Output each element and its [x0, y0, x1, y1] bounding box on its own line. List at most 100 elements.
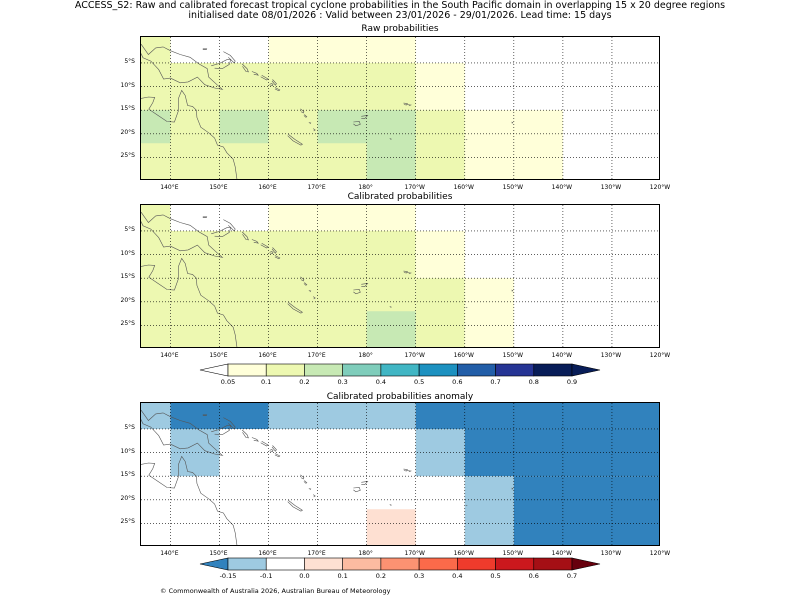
coastline — [251, 71, 259, 76]
coastline — [211, 424, 232, 435]
colorbar-tick-label: 0.5 — [490, 572, 501, 580]
coastline — [403, 102, 408, 106]
longitude-tick-label: 160°E — [258, 550, 277, 557]
colorbar-tick-label: 0.9 — [566, 378, 578, 386]
coastline — [211, 226, 232, 237]
anomaly-probability-cell — [170, 428, 220, 477]
coastline — [251, 437, 259, 442]
coastline — [202, 414, 208, 416]
coastline — [141, 43, 224, 90]
raw-probability-cell — [219, 110, 269, 144]
latitude-tick-label: 25°S — [120, 518, 135, 526]
latitude-tick-label: 5°S — [124, 225, 135, 233]
longitude-tick-label: 130°W — [600, 352, 622, 359]
coastline — [287, 302, 303, 314]
colorbar-segment — [227, 363, 267, 377]
anomaly-map-canvas — [141, 403, 659, 545]
coastline — [353, 487, 361, 493]
anomaly-probability-cell — [268, 403, 416, 429]
coastline — [274, 87, 281, 92]
colorbar-segment — [265, 363, 305, 377]
colorbar-tick-label: -0.15 — [219, 572, 237, 580]
probability-colorbar — [199, 363, 601, 377]
colorbar-segment — [533, 363, 573, 377]
longitude-tick-label: 150°W — [502, 184, 524, 191]
colorbar-segment — [418, 363, 458, 377]
latitude-tick-label: 15°S — [120, 471, 135, 479]
coastline — [406, 272, 412, 275]
coastline — [274, 255, 281, 260]
coastline — [211, 58, 232, 69]
latitude-tick-label: 10°S — [120, 447, 135, 455]
colorbar-segment — [457, 557, 496, 571]
longitude-tick-label: 180° — [358, 550, 373, 557]
colorbar-segment — [304, 557, 343, 571]
anomaly-probability-cell — [464, 476, 514, 545]
coastline — [141, 211, 224, 258]
coastline — [361, 282, 369, 287]
longitude-tick-label: 130°W — [600, 550, 622, 557]
calibrated-probability-cell — [464, 278, 514, 347]
colorbar-tick-label: 0.5 — [413, 378, 425, 386]
coastline — [141, 257, 238, 347]
coastline — [303, 114, 308, 118]
calibrated-probability-cell — [268, 205, 416, 231]
coastline — [389, 504, 392, 507]
calibrated-probability-cell — [366, 311, 416, 347]
coastline — [300, 474, 305, 480]
longitude-tick-label: 140°E — [160, 184, 179, 191]
longitude-tick-label: 160°W — [453, 352, 474, 359]
coastline — [271, 247, 277, 254]
latitude-tick-label: 5°S — [124, 57, 135, 65]
calibrated-panel-title: Calibrated probabilities — [347, 192, 453, 202]
colorbar-tick-label: 0.8 — [528, 378, 539, 386]
longitude-tick-label: 140°E — [160, 550, 179, 557]
anomaly-probability-cell — [415, 403, 659, 429]
coastline — [389, 306, 392, 309]
coastline — [313, 296, 316, 300]
latitude-tick-label: 25°S — [120, 152, 135, 160]
longitude-tick-label: 170°W — [404, 352, 425, 359]
colorbar-tick-label: 0.1 — [261, 378, 272, 386]
colorbar-tick-label: 0.7 — [566, 572, 578, 580]
coastline — [141, 89, 238, 179]
calibrated-probability-cell — [415, 278, 465, 347]
longitude-tick-label: 180° — [358, 184, 373, 191]
colorbar-tick-label: 0.0 — [299, 572, 310, 580]
colorbar-tick-label: 0.6 — [452, 378, 463, 386]
colorbar-over-arrow — [571, 363, 601, 377]
longitude-tick-label: 140°W — [551, 550, 573, 557]
longitude-tick-label: 180° — [358, 352, 373, 359]
longitude-tick-label: 160°W — [453, 550, 474, 557]
anomaly-panel-title: Calibrated probabilities anomaly — [326, 392, 474, 402]
colorbar-tick-label: 0.05 — [220, 378, 236, 386]
latitude-tick-label: 20°S — [120, 128, 135, 136]
coastline — [271, 79, 277, 86]
coastline — [269, 449, 274, 452]
coastline — [300, 108, 305, 114]
colorbar-segment — [457, 363, 496, 377]
calibrated-map-canvas — [141, 205, 659, 347]
coastline — [260, 440, 269, 447]
colorbar-segment — [495, 363, 535, 377]
latitude-tick-label: 15°S — [120, 273, 135, 281]
colorbar-tick-label: 0.2 — [299, 378, 310, 386]
raw-map-canvas — [141, 37, 659, 179]
copyright-credit: © Commonwealth of Australia 2026, Austra… — [160, 587, 391, 595]
longitude-tick-label: 150°E — [209, 352, 228, 359]
latitude-tick-label: 20°S — [120, 494, 135, 502]
colorbar-tick-label: 0.4 — [452, 572, 463, 580]
coastline — [260, 242, 269, 249]
anomaly-probability-cell — [141, 403, 171, 429]
longitude-tick-label: 160°W — [453, 184, 474, 191]
raw-probability-cell — [415, 110, 465, 179]
longitude-tick-label: 150°E — [209, 550, 228, 557]
coastline — [287, 500, 303, 512]
calibrated-probability-cell — [141, 205, 171, 347]
colorbar-segment — [495, 557, 535, 571]
latitude-tick-label: 15°S — [120, 105, 135, 113]
colorbar-segment — [380, 557, 420, 571]
coastline — [303, 282, 308, 286]
longitude-tick-label: 170°E — [307, 352, 326, 359]
coastline — [406, 104, 412, 107]
